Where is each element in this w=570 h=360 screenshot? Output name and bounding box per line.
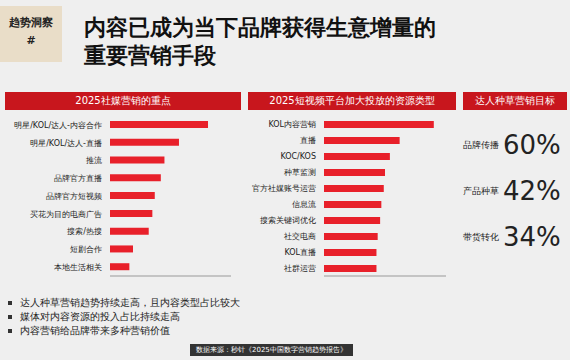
svg-text:KOL内容营销: KOL内容营销 xyxy=(268,120,316,129)
svg-text:KOC/KOS: KOC/KOS xyxy=(280,152,316,161)
html-text:2025社媒营销的重点: 2025社媒营销的重点 xyxy=(75,95,171,106)
svg-text:搜索关键词优化: 搜索关键词优化 xyxy=(260,216,316,225)
svg-text:KOL直播: KOL直播 xyxy=(284,248,316,257)
svg-text:明星/KOL/达人-直播: 明星/KOL/达人-直播 xyxy=(30,139,102,148)
html-text:产品种草: 产品种草 xyxy=(463,185,499,196)
html-text:达人种草营销趋势持续走高，且内容类型占比较大: 达人种草营销趋势持续走高，且内容类型占比较大 xyxy=(20,297,240,308)
svg-text:搜索/热搜: 搜索/热搜 xyxy=(67,227,102,236)
svg-text:本地生活相关: 本地生活相关 xyxy=(54,263,102,272)
svg-text:短剧合作: 短剧合作 xyxy=(70,245,102,254)
svg-text:明星/KOL/达人-内容合作: 明星/KOL/达人-内容合作 xyxy=(14,121,102,130)
svg-text:种草监测: 种草监测 xyxy=(284,168,316,177)
svg-text:社交电商: 社交电商 xyxy=(284,232,316,241)
svg-text:社群运营: 社群运营 xyxy=(284,264,316,273)
html-text:数据来源：秒针《2025中国数字营销趋势报告》: 数据来源：秒针《2025中国数字营销趋势报告》 xyxy=(196,346,347,354)
html-text:重要营销手段: 重要营销手段 xyxy=(84,43,216,68)
html-text:2025短视频平台加大投放的资源类型: 2025短视频平台加大投放的资源类型 xyxy=(269,95,435,106)
svg-text:直播: 直播 xyxy=(300,136,316,145)
html-text:内容营销给品牌带来多种营销价值: 内容营销给品牌带来多种营销价值 xyxy=(20,325,170,336)
html-text:34%: 34% xyxy=(503,222,561,252)
svg-text:品牌官方直播: 品牌官方直播 xyxy=(54,174,102,183)
html-text:趋势洞察: 趋势洞察 xyxy=(9,16,53,29)
html-text:42%: 42% xyxy=(503,176,561,206)
html-text:达人种草营销目标: 达人种草营销目标 xyxy=(475,95,555,106)
svg-text:官方社媒账号运营: 官方社媒账号运营 xyxy=(252,184,316,193)
svg-text:推流: 推流 xyxy=(86,156,102,165)
html-text:60%: 60% xyxy=(503,130,561,160)
html-text:媒体对内容资源的投入占比持续走高: 媒体对内容资源的投入占比持续走高 xyxy=(20,311,180,322)
html-text:内容已成为当下品牌获得生意增量的: 内容已成为当下品牌获得生意增量的 xyxy=(84,15,436,40)
svg-text:品牌官方短视频: 品牌官方短视频 xyxy=(46,192,102,201)
html-text:带货转化: 带货转化 xyxy=(463,231,499,242)
svg-text:买花为目的电商广告: 买花为目的电商广告 xyxy=(30,210,102,219)
svg-text:信息流: 信息流 xyxy=(292,200,316,209)
html-text:品牌传播: 品牌传播 xyxy=(463,139,499,150)
